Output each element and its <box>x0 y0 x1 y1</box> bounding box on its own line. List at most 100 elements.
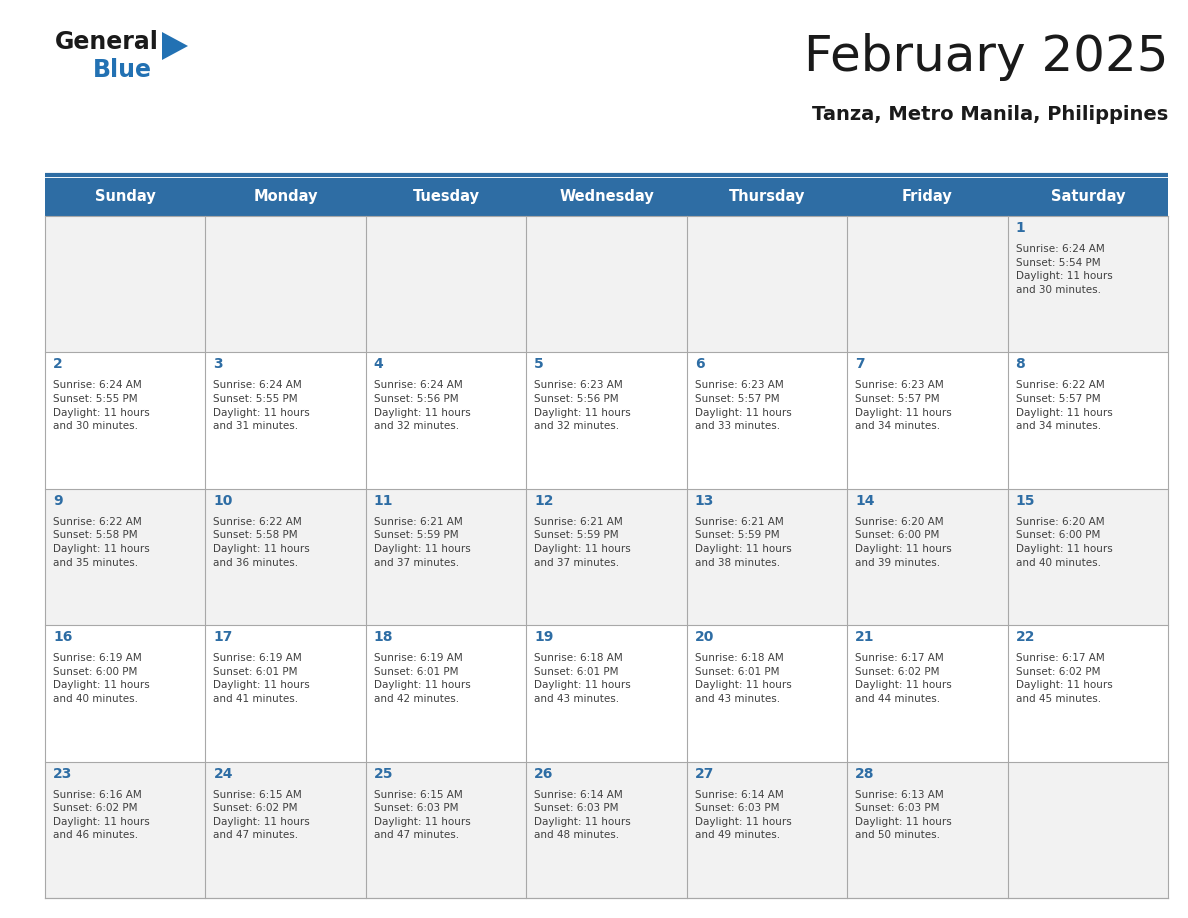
Text: 1: 1 <box>1016 221 1025 235</box>
Text: Sunrise: 6:23 AM
Sunset: 5:57 PM
Daylight: 11 hours
and 33 minutes.: Sunrise: 6:23 AM Sunset: 5:57 PM Dayligh… <box>695 380 791 431</box>
Bar <box>526 625 687 762</box>
Text: 13: 13 <box>695 494 714 508</box>
Text: Sunrise: 6:18 AM
Sunset: 6:01 PM
Daylight: 11 hours
and 43 minutes.: Sunrise: 6:18 AM Sunset: 6:01 PM Dayligh… <box>535 654 631 704</box>
Bar <box>687 353 847 488</box>
Text: Sunrise: 6:15 AM
Sunset: 6:02 PM
Daylight: 11 hours
and 47 minutes.: Sunrise: 6:15 AM Sunset: 6:02 PM Dayligh… <box>214 789 310 840</box>
Text: 4: 4 <box>374 357 384 372</box>
Text: Sunrise: 6:19 AM
Sunset: 6:01 PM
Daylight: 11 hours
and 41 minutes.: Sunrise: 6:19 AM Sunset: 6:01 PM Dayligh… <box>214 654 310 704</box>
Bar <box>526 216 687 353</box>
Text: 21: 21 <box>855 630 874 644</box>
Bar <box>687 625 847 762</box>
Text: Tanza, Metro Manila, Philippines: Tanza, Metro Manila, Philippines <box>811 105 1168 124</box>
Bar <box>847 353 1007 488</box>
Text: Monday: Monday <box>253 189 318 205</box>
Text: 15: 15 <box>1016 494 1035 508</box>
Bar <box>206 216 366 353</box>
Bar <box>687 762 847 898</box>
Bar <box>687 488 847 625</box>
Text: Sunrise: 6:20 AM
Sunset: 6:00 PM
Daylight: 11 hours
and 39 minutes.: Sunrise: 6:20 AM Sunset: 6:00 PM Dayligh… <box>855 517 952 567</box>
Text: February 2025: February 2025 <box>803 33 1168 81</box>
Text: 16: 16 <box>53 630 72 644</box>
Bar <box>206 762 366 898</box>
Polygon shape <box>162 32 188 60</box>
Text: 6: 6 <box>695 357 704 372</box>
Text: Friday: Friday <box>902 189 953 205</box>
Text: Sunrise: 6:19 AM
Sunset: 6:01 PM
Daylight: 11 hours
and 42 minutes.: Sunrise: 6:19 AM Sunset: 6:01 PM Dayligh… <box>374 654 470 704</box>
Bar <box>45 178 1168 216</box>
Text: Sunrise: 6:17 AM
Sunset: 6:02 PM
Daylight: 11 hours
and 45 minutes.: Sunrise: 6:17 AM Sunset: 6:02 PM Dayligh… <box>1016 654 1112 704</box>
Text: Sunrise: 6:14 AM
Sunset: 6:03 PM
Daylight: 11 hours
and 49 minutes.: Sunrise: 6:14 AM Sunset: 6:03 PM Dayligh… <box>695 789 791 840</box>
Text: Sunrise: 6:18 AM
Sunset: 6:01 PM
Daylight: 11 hours
and 43 minutes.: Sunrise: 6:18 AM Sunset: 6:01 PM Dayligh… <box>695 654 791 704</box>
Text: Sunrise: 6:21 AM
Sunset: 5:59 PM
Daylight: 11 hours
and 37 minutes.: Sunrise: 6:21 AM Sunset: 5:59 PM Dayligh… <box>374 517 470 567</box>
Text: 18: 18 <box>374 630 393 644</box>
Text: Sunrise: 6:24 AM
Sunset: 5:54 PM
Daylight: 11 hours
and 30 minutes.: Sunrise: 6:24 AM Sunset: 5:54 PM Dayligh… <box>1016 244 1112 295</box>
Text: 19: 19 <box>535 630 554 644</box>
Text: 14: 14 <box>855 494 874 508</box>
Bar <box>366 353 526 488</box>
Text: 28: 28 <box>855 767 874 780</box>
Bar <box>847 625 1007 762</box>
Text: 5: 5 <box>535 357 544 372</box>
Bar <box>847 216 1007 353</box>
Text: Sunrise: 6:24 AM
Sunset: 5:56 PM
Daylight: 11 hours
and 32 minutes.: Sunrise: 6:24 AM Sunset: 5:56 PM Dayligh… <box>374 380 470 431</box>
Bar <box>526 762 687 898</box>
Text: Sunrise: 6:21 AM
Sunset: 5:59 PM
Daylight: 11 hours
and 38 minutes.: Sunrise: 6:21 AM Sunset: 5:59 PM Dayligh… <box>695 517 791 567</box>
Text: 2: 2 <box>53 357 63 372</box>
Text: Sunrise: 6:22 AM
Sunset: 5:57 PM
Daylight: 11 hours
and 34 minutes.: Sunrise: 6:22 AM Sunset: 5:57 PM Dayligh… <box>1016 380 1112 431</box>
Bar <box>206 488 366 625</box>
Bar <box>1007 353 1168 488</box>
Text: Thursday: Thursday <box>728 189 805 205</box>
Text: Sunrise: 6:21 AM
Sunset: 5:59 PM
Daylight: 11 hours
and 37 minutes.: Sunrise: 6:21 AM Sunset: 5:59 PM Dayligh… <box>535 517 631 567</box>
Bar <box>1007 488 1168 625</box>
Bar <box>206 353 366 488</box>
Text: 12: 12 <box>535 494 554 508</box>
Bar <box>45 488 206 625</box>
Text: Wednesday: Wednesday <box>560 189 653 205</box>
Bar <box>366 762 526 898</box>
Bar <box>1007 216 1168 353</box>
Text: Sunrise: 6:24 AM
Sunset: 5:55 PM
Daylight: 11 hours
and 30 minutes.: Sunrise: 6:24 AM Sunset: 5:55 PM Dayligh… <box>53 380 150 431</box>
Text: Sunrise: 6:23 AM
Sunset: 5:56 PM
Daylight: 11 hours
and 32 minutes.: Sunrise: 6:23 AM Sunset: 5:56 PM Dayligh… <box>535 380 631 431</box>
Text: 10: 10 <box>214 494 233 508</box>
Text: Blue: Blue <box>93 58 152 82</box>
Bar <box>206 625 366 762</box>
Text: Sunrise: 6:20 AM
Sunset: 6:00 PM
Daylight: 11 hours
and 40 minutes.: Sunrise: 6:20 AM Sunset: 6:00 PM Dayligh… <box>1016 517 1112 567</box>
Text: Sunrise: 6:15 AM
Sunset: 6:03 PM
Daylight: 11 hours
and 47 minutes.: Sunrise: 6:15 AM Sunset: 6:03 PM Dayligh… <box>374 789 470 840</box>
Text: General: General <box>55 30 159 54</box>
Bar <box>45 625 206 762</box>
Bar <box>1007 762 1168 898</box>
Bar <box>45 353 206 488</box>
Text: 7: 7 <box>855 357 865 372</box>
Bar <box>45 762 206 898</box>
Text: Sunrise: 6:17 AM
Sunset: 6:02 PM
Daylight: 11 hours
and 44 minutes.: Sunrise: 6:17 AM Sunset: 6:02 PM Dayligh… <box>855 654 952 704</box>
Text: Sunrise: 6:24 AM
Sunset: 5:55 PM
Daylight: 11 hours
and 31 minutes.: Sunrise: 6:24 AM Sunset: 5:55 PM Dayligh… <box>214 380 310 431</box>
Text: Sunrise: 6:14 AM
Sunset: 6:03 PM
Daylight: 11 hours
and 48 minutes.: Sunrise: 6:14 AM Sunset: 6:03 PM Dayligh… <box>535 789 631 840</box>
Bar <box>847 762 1007 898</box>
Bar <box>366 488 526 625</box>
Bar <box>847 488 1007 625</box>
Text: Sunrise: 6:22 AM
Sunset: 5:58 PM
Daylight: 11 hours
and 36 minutes.: Sunrise: 6:22 AM Sunset: 5:58 PM Dayligh… <box>214 517 310 567</box>
Text: Sunrise: 6:19 AM
Sunset: 6:00 PM
Daylight: 11 hours
and 40 minutes.: Sunrise: 6:19 AM Sunset: 6:00 PM Dayligh… <box>53 654 150 704</box>
Text: 24: 24 <box>214 767 233 780</box>
Text: 17: 17 <box>214 630 233 644</box>
Bar <box>526 353 687 488</box>
Text: Sunrise: 6:22 AM
Sunset: 5:58 PM
Daylight: 11 hours
and 35 minutes.: Sunrise: 6:22 AM Sunset: 5:58 PM Dayligh… <box>53 517 150 567</box>
Text: 25: 25 <box>374 767 393 780</box>
Text: Sunrise: 6:16 AM
Sunset: 6:02 PM
Daylight: 11 hours
and 46 minutes.: Sunrise: 6:16 AM Sunset: 6:02 PM Dayligh… <box>53 789 150 840</box>
Bar <box>366 625 526 762</box>
Text: 9: 9 <box>53 494 63 508</box>
Text: Sunday: Sunday <box>95 189 156 205</box>
Text: 11: 11 <box>374 494 393 508</box>
Bar <box>526 488 687 625</box>
Text: 26: 26 <box>535 767 554 780</box>
Text: Sunrise: 6:23 AM
Sunset: 5:57 PM
Daylight: 11 hours
and 34 minutes.: Sunrise: 6:23 AM Sunset: 5:57 PM Dayligh… <box>855 380 952 431</box>
Bar <box>366 216 526 353</box>
Text: 27: 27 <box>695 767 714 780</box>
Bar <box>45 216 206 353</box>
Text: Sunrise: 6:13 AM
Sunset: 6:03 PM
Daylight: 11 hours
and 50 minutes.: Sunrise: 6:13 AM Sunset: 6:03 PM Dayligh… <box>855 789 952 840</box>
Text: 23: 23 <box>53 767 72 780</box>
Text: Tuesday: Tuesday <box>412 189 480 205</box>
Text: 8: 8 <box>1016 357 1025 372</box>
Text: 3: 3 <box>214 357 223 372</box>
Text: 20: 20 <box>695 630 714 644</box>
